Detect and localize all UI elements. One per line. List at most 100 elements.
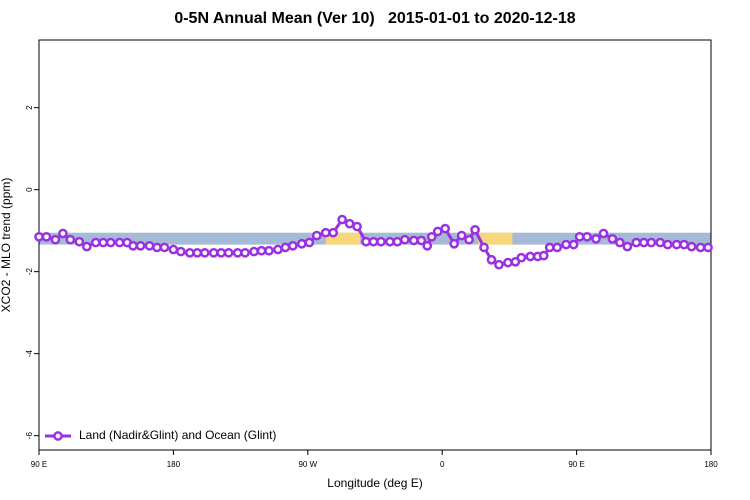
y-tick-label: -6 <box>25 432 34 440</box>
data-point <box>568 239 579 250</box>
y-tick-label: -2 <box>25 268 34 276</box>
data-point <box>486 254 497 265</box>
data-point <box>98 237 109 248</box>
y-tick-label: -4 <box>25 350 34 358</box>
data-point <box>168 244 179 255</box>
data-point <box>352 221 362 232</box>
data-point <box>304 237 315 248</box>
data-point <box>525 251 536 262</box>
data-point <box>368 236 379 247</box>
highlight-range <box>325 232 361 245</box>
data-point <box>114 237 125 248</box>
data-point <box>432 226 443 237</box>
data-point <box>574 231 585 242</box>
legend-label: Land (Nadir&Glint) and Ocean (Glint) <box>79 428 276 442</box>
data-point <box>176 246 186 257</box>
data-point <box>449 238 459 249</box>
data-point <box>152 242 162 253</box>
data-point <box>74 236 85 247</box>
data-point <box>144 240 155 251</box>
data-point <box>128 240 138 251</box>
data-point <box>135 240 146 251</box>
data-point <box>385 236 395 247</box>
data-point <box>470 224 480 235</box>
data-point <box>311 230 322 241</box>
data-point <box>288 240 298 251</box>
data-point <box>544 242 555 253</box>
data-point <box>41 231 52 242</box>
data-point <box>240 247 250 258</box>
data-point <box>280 242 291 253</box>
data-point <box>552 242 563 253</box>
data-point <box>159 242 170 253</box>
data-point <box>671 239 682 250</box>
x-tick-label: 90 E <box>568 460 584 469</box>
data-point <box>646 237 657 248</box>
data-point <box>638 237 649 248</box>
data-point <box>337 214 347 225</box>
data-point <box>216 247 227 258</box>
data-point <box>561 239 571 250</box>
highlight-range <box>478 232 513 245</box>
data-point <box>631 237 642 248</box>
data-point <box>199 247 210 258</box>
data-point <box>622 241 633 252</box>
data-point <box>679 239 689 250</box>
data-point <box>440 223 451 234</box>
data-point <box>249 246 259 257</box>
data-point <box>464 234 474 245</box>
data-point <box>703 242 713 253</box>
data-point <box>607 234 618 244</box>
x-tick-label: 180 <box>704 460 718 469</box>
data-point <box>34 231 44 242</box>
data-point <box>208 247 219 258</box>
data-point <box>184 247 195 258</box>
data-point <box>591 234 601 244</box>
data-point <box>232 247 243 258</box>
data-point <box>81 241 92 252</box>
y-tick-label: 2 <box>25 105 34 110</box>
data-point <box>408 235 419 246</box>
data-point <box>695 242 706 253</box>
data-point <box>615 237 625 248</box>
data-point <box>400 234 410 245</box>
data-point <box>90 237 101 248</box>
chart-title: 0-5N Annual Mean (Ver 10) 2015-01-01 to … <box>174 10 575 27</box>
data-point <box>582 231 592 242</box>
x-tick-label: 90 W <box>298 460 317 469</box>
data-point <box>516 252 527 263</box>
x-tick-label: 0 <box>440 460 445 469</box>
y-tick-label: 0 <box>25 187 34 192</box>
data-point <box>192 247 203 258</box>
data-point <box>686 241 697 252</box>
data-point <box>494 259 504 270</box>
x-axis-label: Longitude (deg E) <box>327 476 422 490</box>
data-point <box>328 227 339 238</box>
data-point <box>320 227 331 238</box>
data-point <box>392 236 403 247</box>
y-axis-label: XCO2 - MLO trend (ppm) <box>0 178 13 313</box>
data-point <box>456 230 467 241</box>
legend-marker <box>53 431 63 441</box>
data-point <box>422 240 433 251</box>
data-point <box>376 236 386 247</box>
data-point <box>273 244 283 255</box>
x-tick-label: 180 <box>167 460 181 469</box>
x-tick-label: 90 E <box>31 460 47 469</box>
data-point <box>538 250 549 261</box>
data-point <box>264 245 274 256</box>
data-point <box>344 218 355 229</box>
data-point <box>662 239 673 250</box>
data-point <box>65 234 76 245</box>
data-point <box>598 228 609 239</box>
data-point <box>416 235 427 246</box>
data-point <box>503 257 513 268</box>
data-point <box>105 237 116 248</box>
data-point <box>479 242 489 253</box>
data-point <box>223 247 234 258</box>
data-point <box>296 238 307 249</box>
data-point <box>426 231 437 242</box>
data-point <box>361 236 371 247</box>
data-point <box>256 245 267 256</box>
